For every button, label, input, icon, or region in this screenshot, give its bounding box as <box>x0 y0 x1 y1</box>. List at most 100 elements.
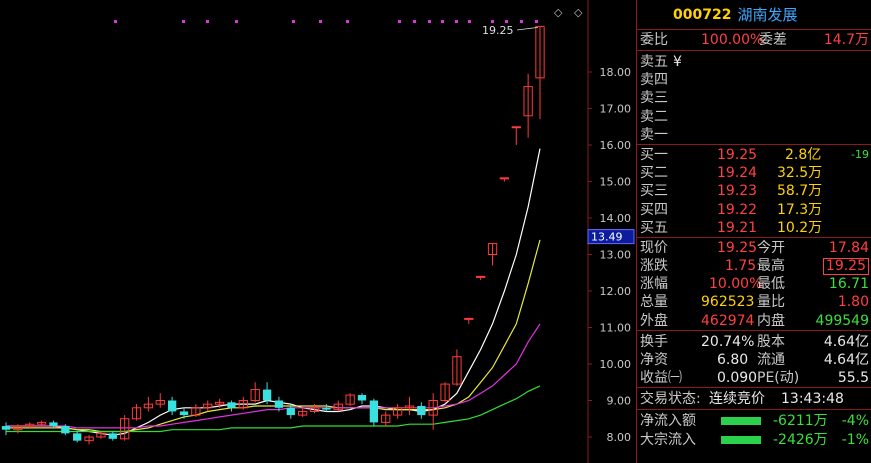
kline-svg[interactable]: 18.00 17.00 16.00 15.00 14.00 13.00 12.00 11.00… <box>0 0 636 463</box>
candle-body <box>84 436 94 442</box>
candle-body <box>179 411 189 416</box>
candle-body <box>96 432 106 438</box>
candle-body <box>322 407 331 410</box>
indicator-dot <box>206 20 209 23</box>
y-tick-label: 13.00 <box>600 249 632 262</box>
candle-body <box>238 400 248 409</box>
candle-body <box>25 423 35 427</box>
indicator-dot <box>413 20 416 23</box>
bid-row[interactable]: 买四 19.22 17.3万 <box>640 201 823 218</box>
candle-body <box>203 403 213 409</box>
candle-body <box>13 425 23 431</box>
weibi-value: 100.00% <box>701 32 764 48</box>
y-tick-label: 17.00 <box>600 103 632 116</box>
candle-body <box>36 421 47 425</box>
y-tick-label: 14.00 <box>600 212 632 225</box>
y-tick-label: 11.00 <box>600 322 632 335</box>
ma-line-yellow <box>6 239 541 433</box>
bid-row[interactable]: 买一 19.25 2.8亿 -19 <box>640 146 869 163</box>
candle-body <box>262 389 272 401</box>
bid-row[interactable]: 买五 19.21 10.2万 <box>640 219 823 236</box>
candle-body <box>143 403 154 409</box>
stock-header: 000722 湖南发展 <box>637 0 871 30</box>
weicha-value: 14.7万 <box>823 32 869 48</box>
quote-block: 现价 19.25 今开 17.84 涨跌 1.75 最高 19.25 涨幅 10… <box>637 238 871 331</box>
weibi-label: 委比 <box>640 32 668 48</box>
y-tick-label: 8.00 <box>607 431 632 444</box>
stock-name[interactable]: 湖南发展 <box>737 6 798 24</box>
diamond-icon-2[interactable]: ◇ <box>574 6 583 19</box>
candle-body <box>333 403 343 411</box>
ma-line-white <box>6 148 541 436</box>
candle-body <box>274 400 284 408</box>
indicator-dot <box>319 20 322 23</box>
indicator-dot <box>398 20 401 23</box>
quote-row: 涨跌 1.75 最高 19.25 <box>637 257 871 276</box>
candle-body <box>357 395 367 401</box>
flow-row: 净流入额 -6211万 -4% <box>640 413 869 430</box>
candle-body <box>155 400 165 405</box>
crosshair-value-box <box>587 229 635 245</box>
candle-body <box>499 177 510 180</box>
y-tick-label: 15.00 <box>600 176 632 189</box>
candle-body <box>404 405 415 409</box>
flow-bar <box>721 417 761 426</box>
candle-body <box>523 86 533 117</box>
ma-line-magenta <box>6 323 541 429</box>
ask-row[interactable]: 卖一 <box>640 126 668 143</box>
candle-body <box>49 422 58 427</box>
y-tick-label: 18.00 <box>600 66 632 79</box>
ask-book: 卖五 ¥ 卖四 卖三 卖二 卖一 <box>637 51 871 145</box>
candle-body <box>345 394 355 405</box>
candle-body <box>369 400 379 423</box>
crosshair-value-label: 13.49 <box>591 231 623 244</box>
indicator-dot <box>468 20 471 23</box>
fundamentals-block: 换手 20.74% 股本 4.64亿 净资 6.80 流通 4.64亿 收益㈠ … <box>637 331 871 389</box>
high-price-boxed: 19.25 <box>822 258 869 276</box>
candle-body <box>428 400 438 416</box>
candle-body <box>464 317 474 320</box>
y-tick-label: 10.00 <box>600 358 632 371</box>
candle-body <box>286 407 295 416</box>
bid-row[interactable]: 买三 19.23 58.7万 <box>640 183 823 200</box>
indicator-dot <box>292 20 295 23</box>
candle-body <box>309 407 320 412</box>
candle-body <box>108 433 117 439</box>
ask-row[interactable]: 卖五 ¥ <box>640 54 682 70</box>
ask-row[interactable]: 卖二 <box>640 108 668 125</box>
bid-row[interactable]: 买二 19.24 32.5万 <box>640 165 823 182</box>
diamond-icon[interactable]: ◇ <box>554 6 563 19</box>
candle-body <box>120 418 130 440</box>
indicator-dot <box>535 20 538 23</box>
stock-code[interactable]: 000722 <box>673 6 732 23</box>
kline-chart[interactable]: 18.00 17.00 16.00 15.00 14.00 13.00 12.00 11.00… <box>0 0 636 463</box>
last-close-leader <box>516 26 539 31</box>
candle-body <box>511 126 521 129</box>
last-close-label: 19.25 <box>482 24 514 37</box>
candle-body <box>298 410 308 416</box>
candle-body <box>381 414 391 423</box>
ask-row[interactable]: 卖四 <box>640 72 668 89</box>
quote-row: 外盘 462974 内盘 499549 <box>640 312 869 329</box>
indicator-dot <box>505 20 508 23</box>
candle-body <box>452 356 462 385</box>
weicha-label: 委差 <box>759 32 787 48</box>
quote-row: 涨幅 10.00% 最低 16.71 <box>640 276 869 293</box>
fund-row: 换手 20.74% 股本 4.64亿 <box>640 333 869 350</box>
candle-body <box>250 389 260 401</box>
quote-row: 总量 962523 量比 1.80 <box>640 294 869 311</box>
indicator-dot <box>491 20 494 23</box>
indicator-dot <box>455 20 458 23</box>
ask-row[interactable]: 卖三 <box>640 90 668 107</box>
bid-book: 买一 19.25 2.8亿 -19 买二 19.24 32.5万 买三 19.23 58.7万… <box>637 145 871 238</box>
candle-body <box>476 275 486 278</box>
fund-row: 收益㈠ 0.090 PE(动) 55.5 <box>640 370 869 387</box>
candle-body <box>191 407 201 416</box>
candle-body <box>440 383 450 402</box>
candle-body <box>227 402 236 408</box>
candle-body <box>61 426 70 434</box>
candle-body <box>417 405 426 416</box>
candle-body <box>1 426 11 430</box>
candle-body <box>214 401 225 405</box>
candle-body <box>392 407 403 416</box>
